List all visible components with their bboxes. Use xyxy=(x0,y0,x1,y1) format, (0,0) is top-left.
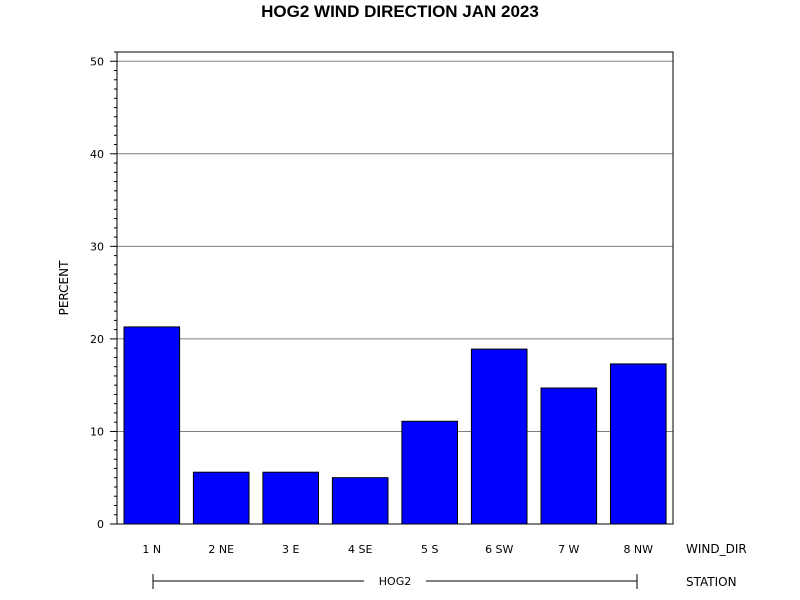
x-tick-label-1-n: 1 N xyxy=(142,543,161,556)
bars xyxy=(123,326,667,525)
bar-1-n xyxy=(123,326,181,525)
y-tick-label-0: 0 xyxy=(97,518,104,531)
y-tick-label-20: 20 xyxy=(90,333,104,346)
station-group-axis: HOG2 xyxy=(152,574,638,589)
x-axis-label: WIND_DIR xyxy=(686,542,747,556)
bar-4-se xyxy=(331,477,389,525)
x-tick-label-7-w: 7 W xyxy=(558,543,579,556)
group-axis-label: STATION xyxy=(686,575,737,589)
bar-2-ne xyxy=(192,471,250,525)
bar-8-nw xyxy=(610,363,667,525)
chart-title: HOG2 WIND DIRECTION JAN 2023 xyxy=(261,2,539,21)
y-tick-label-40: 40 xyxy=(90,148,104,161)
y-axis-label: PERCENT xyxy=(57,260,71,315)
y-tick-label-10: 10 xyxy=(90,425,104,438)
y-tick-label-30: 30 xyxy=(90,240,104,253)
x-tick-label-3-e: 3 E xyxy=(282,543,299,556)
gridlines xyxy=(117,60,673,432)
plot-frame xyxy=(116,51,674,525)
bar-6-sw xyxy=(470,348,528,525)
x-tick-label-8-nw: 8 NW xyxy=(623,543,653,556)
bar-7-w xyxy=(540,387,598,525)
y-axis-ticks: 0 10 20 30 40 50 xyxy=(90,55,117,531)
bar-3-e xyxy=(262,471,319,525)
x-tick-label-4-se: 4 SE xyxy=(348,543,372,556)
y-tick-label-50: 50 xyxy=(90,55,104,68)
x-tick-label-6-sw: 6 SW xyxy=(485,543,513,556)
x-tick-label-5-s: 5 S xyxy=(421,543,438,556)
group-label: HOG2 xyxy=(379,575,411,588)
x-axis-tick-labels: 1 N 2 NE 3 E 4 SE 5 S 6 SW 7 W 8 NW xyxy=(142,543,653,556)
bar-5-s xyxy=(401,420,458,525)
x-tick-label-2-ne: 2 NE xyxy=(208,543,234,556)
